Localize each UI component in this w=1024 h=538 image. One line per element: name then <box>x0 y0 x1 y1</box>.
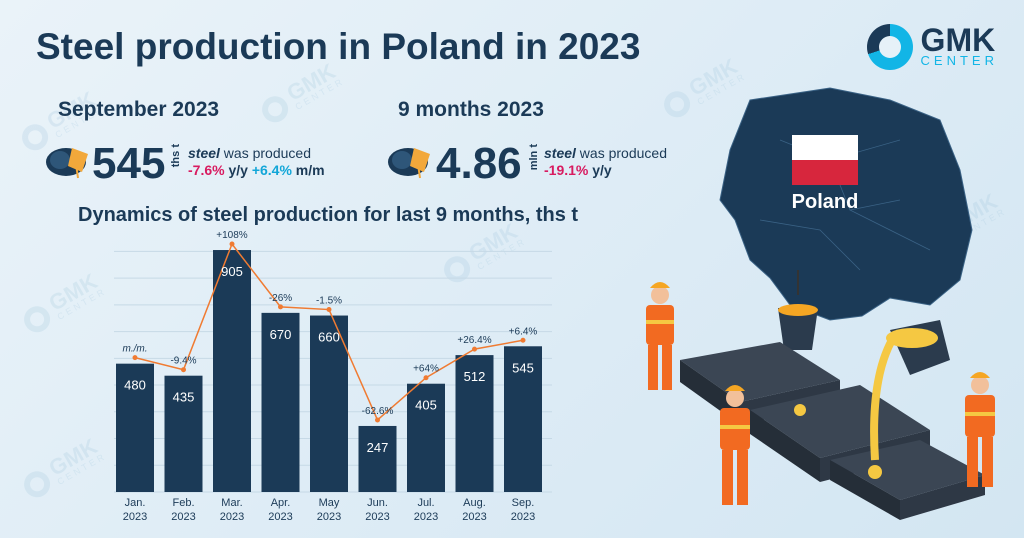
chart-title: Dynamics of steel production for last 9 … <box>78 204 579 226</box>
bar-value-label: 905 <box>221 264 243 279</box>
bar-value-label: 512 <box>464 369 486 384</box>
month-description: steel was produced -7.6% y/y +6.4% m/m <box>188 145 325 179</box>
steel-coil-icon <box>388 148 430 179</box>
poland-flag-icon <box>792 135 858 185</box>
logo-ring-icon <box>866 24 913 70</box>
mm-change-dots <box>132 241 526 423</box>
bar-value-label: 435 <box>173 390 195 405</box>
ytd-yy-suffix: y/y <box>588 162 612 178</box>
x-tick-label: Feb. <box>172 497 194 509</box>
month-label: September 2023 <box>58 98 220 121</box>
bar <box>164 375 203 492</box>
ytd-unit: mln t <box>528 144 540 171</box>
mm-change-label: -1.5% <box>316 296 342 307</box>
bar <box>116 363 154 492</box>
x-tick-year: 2023 <box>511 511 535 523</box>
bar <box>407 383 445 492</box>
month-unit: ths t <box>170 144 182 168</box>
production-bar-chart: 480 Jan. 2023 m./m. 435 Feb. 2023 -9.4% 905 Mar. 2… <box>114 230 552 523</box>
brand-logo: GMK CENTER <box>866 22 998 70</box>
worker-icon <box>965 372 995 487</box>
mm-change-label: -26% <box>269 293 292 304</box>
mm-change-dot <box>326 307 332 313</box>
map-label: Poland <box>792 191 859 213</box>
x-tick-year: 2023 <box>268 511 292 523</box>
bar-value-label: 545 <box>512 360 534 375</box>
desc-italic: steel <box>544 145 576 161</box>
mm-change-label: +64% <box>413 364 439 375</box>
desc-italic: steel <box>188 145 220 161</box>
bar <box>310 315 348 492</box>
worker-icon <box>720 385 750 505</box>
x-tick-year: 2023 <box>123 511 147 523</box>
mm-change-dot <box>132 355 138 361</box>
bar-value-label: 405 <box>415 398 437 413</box>
ytd-description: steel was produced -19.1% y/y <box>544 145 667 179</box>
x-tick-label: May <box>319 497 340 509</box>
x-tick-label: Jun. <box>367 497 388 509</box>
x-tick-label: Apr. <box>271 497 291 509</box>
mm-change-label: +6.4% <box>509 326 538 337</box>
watermark: GMK CENTER <box>257 59 346 128</box>
bar <box>213 250 251 492</box>
bar <box>358 425 397 492</box>
mm-change-label: +26.4% <box>457 335 491 346</box>
page-title: Steel production in Poland in 2023 <box>36 26 641 67</box>
mm-change-label: -62.6% <box>362 406 394 417</box>
mm-change-dot <box>181 367 186 373</box>
mm-change-dot <box>520 337 526 343</box>
month-mm: +6.4% <box>251 162 292 178</box>
ytd-yy: -19.1% <box>544 162 589 178</box>
month-yy-suffix: y/y <box>224 162 248 178</box>
mm-change-dot <box>229 241 235 247</box>
watermark: GMK CENTER <box>19 269 108 338</box>
poland-map-icon <box>719 87 973 321</box>
month-yy: -7.6% <box>188 162 225 178</box>
bar-value-label: 247 <box>367 440 389 455</box>
x-tick-label: Mar. <box>221 497 242 509</box>
mm-change-dot <box>278 304 283 310</box>
desc-rest: was produced <box>219 145 311 161</box>
ytd-label: 9 months 2023 <box>398 98 544 121</box>
steel-coil-icon <box>46 148 88 179</box>
bar <box>261 312 300 492</box>
mm-change-dot <box>472 346 477 352</box>
chart-bars <box>116 250 542 492</box>
x-tick-year: 2023 <box>317 511 341 523</box>
x-tick-year: 2023 <box>365 511 389 523</box>
worker-icon <box>646 282 674 390</box>
bar-value-label: 660 <box>318 330 340 345</box>
x-tick-year: 2023 <box>462 511 486 523</box>
chart-labels: 480 Jan. 2023 m./m. 435 Feb. 2023 -9.4% 905 Mar. 2… <box>123 230 538 523</box>
bar-value-label: 480 <box>124 378 146 393</box>
x-tick-year: 2023 <box>414 511 438 523</box>
ytd-value: 4.86 <box>436 139 522 188</box>
steel-plant-illustration: Poland <box>646 87 995 520</box>
x-tick-label: Aug. <box>463 497 486 509</box>
x-tick-year: 2023 <box>171 511 195 523</box>
x-tick-label: Jan. <box>125 497 146 509</box>
month-mm-suffix: m/m <box>291 162 325 178</box>
logo-sub: CENTER <box>920 53 998 68</box>
bar-value-label: 670 <box>270 327 292 342</box>
x-tick-label: Sep. <box>512 497 535 509</box>
x-tick-label: Jul. <box>417 497 434 509</box>
x-tick-year: 2023 <box>220 511 244 523</box>
mm-change-label: m./m. <box>123 344 148 355</box>
bar <box>504 346 542 492</box>
logo-name: GMK <box>920 22 996 58</box>
mm-change-dot <box>423 375 429 381</box>
watermark: GMK CENTER <box>19 434 108 503</box>
mm-change-label: +108% <box>216 230 248 241</box>
desc-rest: was produced <box>575 145 667 161</box>
month-value: 545 <box>92 139 166 188</box>
mm-change-dot <box>375 417 380 423</box>
mm-change-label: -9.4% <box>170 356 196 367</box>
bar <box>455 355 494 492</box>
